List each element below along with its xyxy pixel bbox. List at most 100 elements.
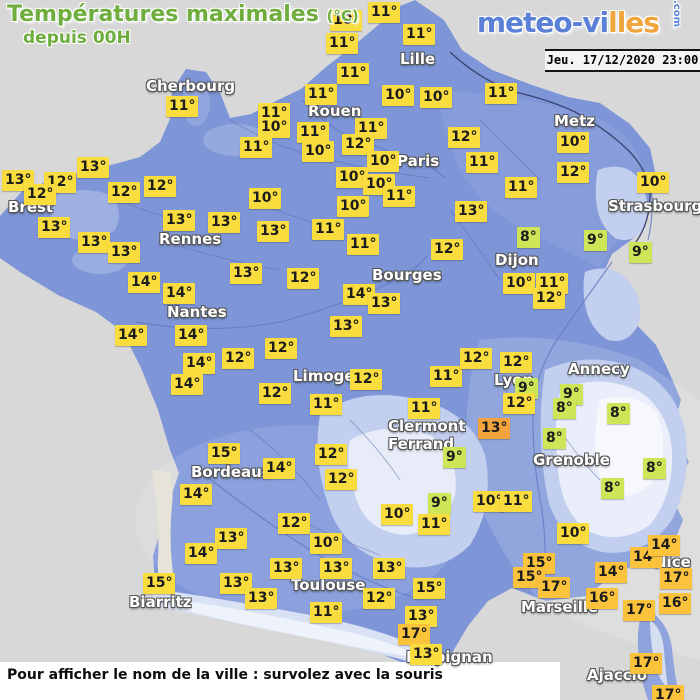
temp-label[interactable]: 13° xyxy=(163,210,196,231)
temp-label[interactable]: 10° xyxy=(258,117,291,138)
temp-label[interactable]: 14° xyxy=(263,458,296,479)
temp-label[interactable]: 13° xyxy=(77,157,110,178)
temp-label[interactable]: 13° xyxy=(108,242,141,263)
temp-label[interactable]: 13° xyxy=(368,293,401,314)
temp-label[interactable]: 17° xyxy=(630,653,663,674)
temp-label[interactable]: 10° xyxy=(336,167,369,188)
temp-label[interactable]: 10° xyxy=(337,196,370,217)
temp-label[interactable]: 13° xyxy=(330,316,363,337)
temp-label[interactable]: 13° xyxy=(78,232,111,253)
temp-label[interactable]: 14° xyxy=(648,535,681,556)
temp-label[interactable]: 13° xyxy=(405,606,438,627)
temp-label[interactable]: 16° xyxy=(659,593,692,614)
temp-label[interactable]: 10° xyxy=(473,491,506,512)
temp-label[interactable]: 12° xyxy=(363,588,396,609)
temp-label[interactable]: 13° xyxy=(270,558,303,579)
temp-label[interactable]: 13° xyxy=(245,588,278,609)
temp-label[interactable]: 11° xyxy=(485,83,518,104)
temp-label[interactable]: 11° xyxy=(347,234,380,255)
temp-label[interactable]: 11° xyxy=(403,24,436,45)
temp-label[interactable]: 13° xyxy=(38,217,71,238)
temp-label[interactable]: 8° xyxy=(643,458,666,479)
temp-label[interactable]: 11° xyxy=(383,186,416,207)
temp-label[interactable]: 16° xyxy=(586,588,619,609)
temp-label[interactable]: 15° xyxy=(208,443,241,464)
meteo-villes-logo[interactable]: meteo-villes .com xyxy=(477,0,686,39)
temp-label[interactable]: 10° xyxy=(382,85,415,106)
temp-label[interactable]: 10° xyxy=(310,533,343,554)
temp-label[interactable]: 10° xyxy=(503,273,536,294)
temp-label[interactable]: 13° xyxy=(478,418,511,439)
temp-label[interactable]: 13° xyxy=(220,573,253,594)
temp-label[interactable]: 8° xyxy=(601,478,624,499)
temp-label[interactable]: 11° xyxy=(166,96,199,117)
temp-label[interactable]: 12° xyxy=(265,338,298,359)
temp-label[interactable]: 9° xyxy=(584,230,607,251)
temp-label[interactable]: 15° xyxy=(513,567,546,588)
temp-label[interactable]: 10° xyxy=(557,523,590,544)
temp-label[interactable]: 13° xyxy=(410,644,443,665)
temp-label[interactable]: 11° xyxy=(240,137,273,158)
temp-label[interactable]: 13° xyxy=(455,201,488,222)
temp-label[interactable]: 17° xyxy=(660,568,693,589)
temp-label[interactable]: 12° xyxy=(325,469,358,490)
temp-label[interactable]: 17° xyxy=(623,600,656,621)
temp-label[interactable]: 17° xyxy=(652,685,685,700)
temp-label[interactable]: 13° xyxy=(320,558,353,579)
temp-label[interactable]: 14° xyxy=(128,272,161,293)
temp-label[interactable]: 14° xyxy=(595,562,628,583)
temp-label[interactable]: 12° xyxy=(222,348,255,369)
temp-label[interactable]: 10° xyxy=(249,188,282,209)
temp-label[interactable]: 12° xyxy=(315,444,348,465)
temp-label[interactable]: 12° xyxy=(342,134,375,155)
temp-label[interactable]: 10° xyxy=(420,87,453,108)
temp-label[interactable]: 12° xyxy=(24,184,57,205)
temp-label[interactable]: 11° xyxy=(337,63,370,84)
temp-label[interactable]: 12° xyxy=(500,352,533,373)
temp-label[interactable]: 12° xyxy=(259,383,292,404)
temp-label[interactable]: 14° xyxy=(183,353,216,374)
temp-label[interactable]: 10° xyxy=(302,141,335,162)
temp-label[interactable]: 11° xyxy=(505,177,538,198)
temp-label[interactable]: 11° xyxy=(500,491,533,512)
temp-label[interactable]: 14° xyxy=(163,283,196,304)
temp-label[interactable]: 10° xyxy=(381,504,414,525)
temp-label[interactable]: 12° xyxy=(533,288,566,309)
temp-label[interactable]: 15° xyxy=(143,573,176,594)
temp-label[interactable]: 10° xyxy=(367,151,400,172)
temp-label[interactable]: 8° xyxy=(543,428,566,449)
temp-label[interactable]: 8° xyxy=(553,398,576,419)
temp-label[interactable]: 14° xyxy=(185,543,218,564)
temp-label[interactable]: 10° xyxy=(330,10,363,31)
temp-label[interactable]: 12° xyxy=(448,127,481,148)
temp-label[interactable]: 12° xyxy=(287,268,320,289)
temp-label[interactable]: 9° xyxy=(629,242,652,263)
temp-label[interactable]: 17° xyxy=(538,577,571,598)
temp-label[interactable]: 12° xyxy=(278,513,311,534)
temp-label[interactable]: 14° xyxy=(180,484,213,505)
temp-label[interactable]: 11° xyxy=(310,394,343,415)
temp-label[interactable]: 14° xyxy=(171,374,204,395)
temp-label[interactable]: 13° xyxy=(208,212,241,233)
temp-label[interactable]: 12° xyxy=(144,176,177,197)
temp-label[interactable]: 11° xyxy=(418,514,451,535)
temp-label[interactable]: 14° xyxy=(343,284,376,305)
temp-label[interactable]: 10° xyxy=(637,172,670,193)
temp-label[interactable]: 12° xyxy=(557,162,590,183)
temp-label[interactable]: 11° xyxy=(312,219,345,240)
temp-label[interactable]: 12° xyxy=(460,348,493,369)
temp-label[interactable]: 17° xyxy=(398,624,431,645)
temp-label[interactable]: 11° xyxy=(355,118,388,139)
temp-label[interactable]: 11° xyxy=(297,122,330,143)
temp-label[interactable]: 12° xyxy=(503,393,536,414)
temp-label[interactable]: 8° xyxy=(517,227,540,248)
temp-label[interactable]: 12° xyxy=(350,369,383,390)
temp-label[interactable]: 9° xyxy=(443,447,466,468)
temp-label[interactable]: 11° xyxy=(466,152,499,173)
temp-label[interactable]: 11° xyxy=(430,366,463,387)
temp-label[interactable]: 14° xyxy=(175,325,208,346)
temp-label[interactable]: 13° xyxy=(215,528,248,549)
temp-label[interactable]: 13° xyxy=(230,263,263,284)
temp-label[interactable]: 11° xyxy=(305,84,338,105)
temp-label[interactable]: 11° xyxy=(368,2,401,23)
